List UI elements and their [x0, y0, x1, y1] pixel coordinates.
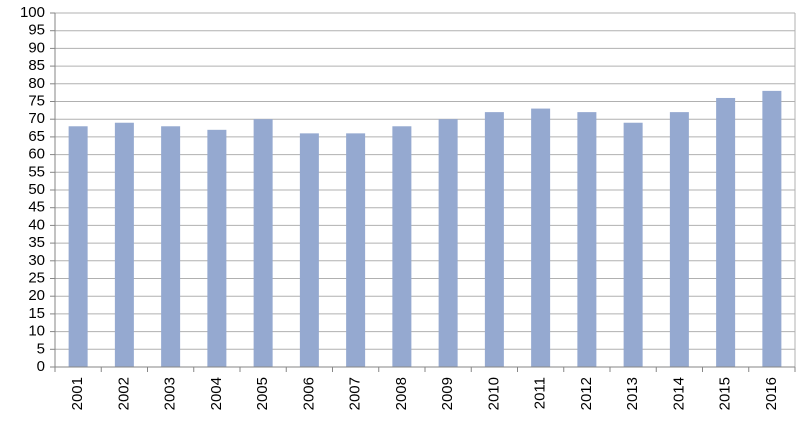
- y-tick-label: 25: [28, 269, 45, 286]
- bar: [161, 126, 181, 367]
- y-tick-label: 10: [28, 323, 45, 340]
- x-tick-label: 2008: [393, 377, 410, 410]
- y-tick-label: 45: [28, 199, 45, 216]
- bar: [577, 112, 597, 368]
- x-tick-label: 2003: [162, 377, 179, 410]
- y-tick-label: 15: [28, 305, 45, 322]
- bar: [346, 133, 366, 367]
- y-tick-label: 90: [28, 39, 45, 56]
- x-tick-label: 2006: [300, 377, 317, 410]
- x-tick-label: 2004: [208, 377, 225, 410]
- y-tick-label: 60: [28, 146, 45, 163]
- y-tick-label: 100: [20, 4, 45, 21]
- bar: [253, 119, 273, 367]
- x-tick-label: 2010: [485, 377, 502, 410]
- y-tick-label: 70: [28, 110, 45, 127]
- bar: [623, 122, 643, 368]
- x-tick-label: 2014: [670, 377, 687, 410]
- bar: [438, 119, 458, 367]
- bar: [68, 126, 88, 367]
- y-tick-label: 50: [28, 181, 45, 198]
- y-tick-label: 85: [28, 57, 45, 74]
- y-tick-label: 95: [28, 22, 45, 39]
- y-tick-label: 35: [28, 234, 45, 251]
- bar: [484, 112, 504, 368]
- y-tick-label: 40: [28, 216, 45, 233]
- y-tick-label: 65: [28, 128, 45, 145]
- x-tick-label: 2012: [578, 377, 595, 410]
- x-tick-label: 2016: [763, 377, 780, 410]
- bar: [716, 97, 736, 368]
- bar: [299, 133, 319, 367]
- x-tick-label: 2001: [69, 377, 86, 410]
- bar: [669, 112, 689, 368]
- bar: [531, 108, 551, 367]
- y-tick-label: 80: [28, 75, 45, 92]
- x-tick-label: 2013: [624, 377, 641, 410]
- y-tick-label: 30: [28, 252, 45, 269]
- y-tick-label: 55: [28, 163, 45, 180]
- y-tick-label: 5: [37, 340, 45, 357]
- x-tick-label: 2011: [532, 377, 549, 409]
- x-tick-label: 2007: [347, 377, 364, 410]
- x-tick-label: 2002: [115, 377, 132, 410]
- x-tick-label: 2005: [254, 377, 271, 410]
- y-tick-label: 20: [28, 287, 45, 304]
- x-tick-label: 2015: [717, 377, 734, 410]
- bar: [114, 122, 134, 368]
- bar: [207, 129, 227, 367]
- y-tick-label: 75: [28, 92, 45, 109]
- bar: [762, 90, 782, 367]
- bar: [392, 126, 412, 367]
- x-tick-label: 2009: [439, 377, 456, 410]
- y-tick-label: 0: [37, 358, 45, 375]
